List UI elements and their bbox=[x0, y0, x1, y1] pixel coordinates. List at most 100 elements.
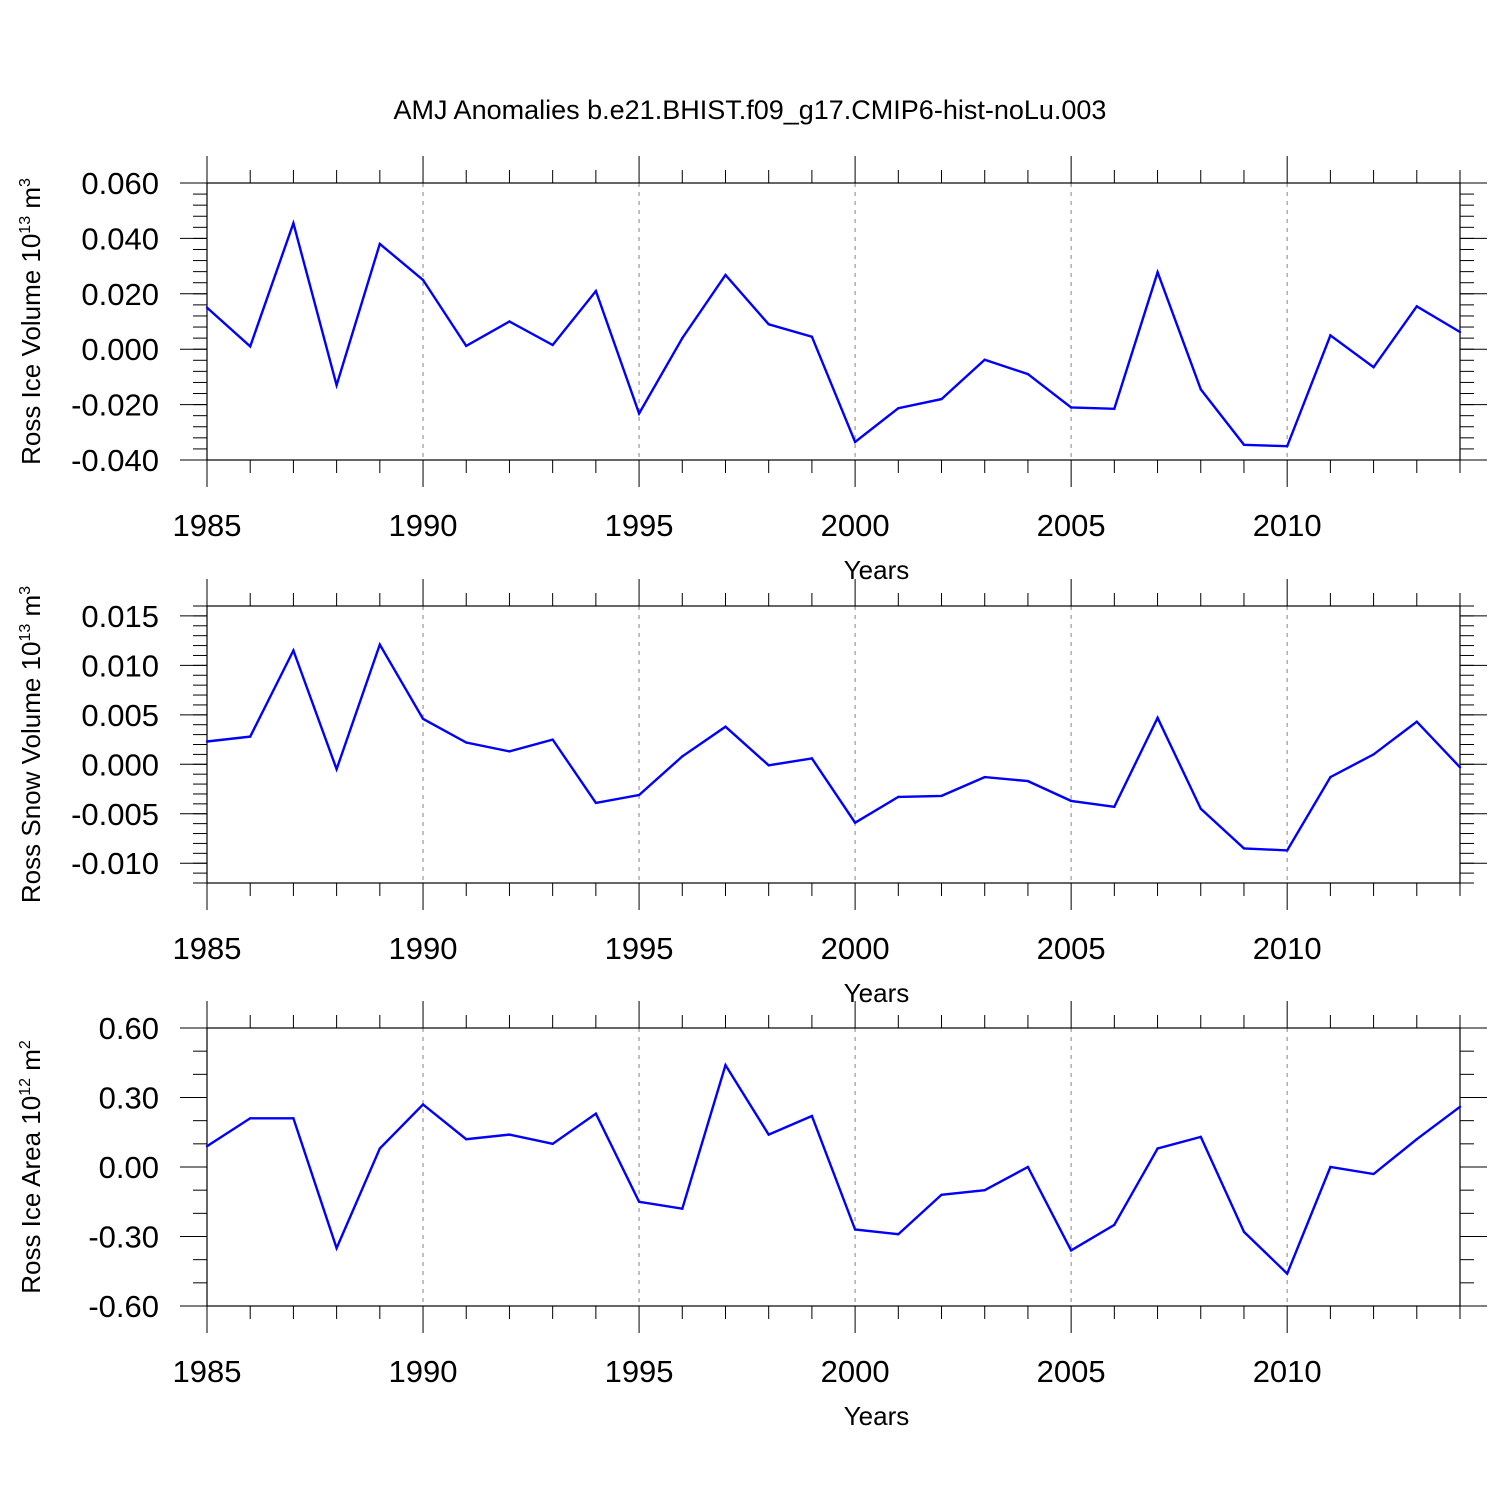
y-tick-label: 0.30 bbox=[99, 1081, 159, 1116]
data-point-1999 bbox=[810, 335, 814, 338]
data-point-1996 bbox=[681, 755, 684, 758]
data-point-2008 bbox=[1199, 388, 1202, 391]
x-tick-label-1985: 1985 bbox=[173, 931, 242, 966]
series-line-1 bbox=[206, 641, 1461, 852]
y-tick-label: 0.000 bbox=[81, 332, 159, 367]
y-tick-label: 0.000 bbox=[81, 747, 159, 782]
x-tick-label-1985: 1985 bbox=[173, 1354, 242, 1389]
data-point-1986 bbox=[249, 1117, 252, 1120]
data-point-2006 bbox=[1113, 805, 1116, 809]
y-tick-label: 0.005 bbox=[81, 698, 159, 733]
y-tick-label: 0.020 bbox=[81, 277, 159, 312]
data-point-1992 bbox=[508, 320, 511, 323]
data-point-1985 bbox=[205, 1144, 209, 1148]
data-point-2002 bbox=[940, 397, 943, 401]
data-point-1989 bbox=[378, 1147, 382, 1150]
y-axis-label-text: Ross Snow Volume 10 bbox=[16, 642, 46, 904]
data-point-1996 bbox=[681, 336, 684, 340]
y-axis-label: Ross Snow Volume 1013 m3 bbox=[16, 586, 46, 903]
data-point-1994 bbox=[594, 1112, 598, 1115]
y-tick-label: 0.040 bbox=[81, 221, 159, 256]
data-point-1995 bbox=[637, 412, 641, 415]
data-point-2012 bbox=[1372, 753, 1375, 756]
data-point-1995 bbox=[637, 1200, 641, 1203]
x-axis-label: Years bbox=[844, 555, 910, 585]
data-point-1990 bbox=[421, 1103, 425, 1106]
y-axis-label-unit-exponent: 3 bbox=[17, 178, 34, 187]
panel-3: -0.60 -0.30 0.00 0.30 0.60 1985 1990 1995 2000 20… bbox=[16, 1001, 1487, 1431]
y-axis-label-text: Ross Ice Volume 10 bbox=[16, 234, 46, 465]
data-point-1990 bbox=[421, 278, 425, 282]
panel-1: -0.040 -0.020 0.000 0.020 0.040 0.060 1985 1990… bbox=[16, 156, 1487, 585]
data-point-1997 bbox=[724, 273, 727, 277]
data-point-1993 bbox=[551, 1142, 554, 1146]
data-point-2009 bbox=[1242, 847, 1246, 850]
y-tick-label: -0.30 bbox=[88, 1220, 159, 1255]
x-tick-label-2005: 2005 bbox=[1037, 1354, 1106, 1389]
data-point-2003 bbox=[983, 358, 986, 361]
data-point-2001 bbox=[897, 795, 900, 799]
data-point-2010 bbox=[1285, 444, 1289, 448]
y-axis-label: Ross Ice Area 1012 m2 bbox=[16, 1040, 46, 1294]
data-point-2006 bbox=[1113, 407, 1116, 410]
y-axis-label-exponent: 13 bbox=[17, 624, 34, 642]
data-point-1998 bbox=[767, 764, 770, 767]
x-tick-label-2000: 2000 bbox=[821, 931, 890, 966]
y-axis-label-unit: m bbox=[16, 187, 46, 216]
data-point-2014 bbox=[1458, 330, 1462, 334]
data-point-1986 bbox=[249, 345, 252, 348]
data-point-2013 bbox=[1415, 305, 1418, 308]
y-axis-label-exponent: 13 bbox=[17, 216, 34, 234]
data-point-1989 bbox=[378, 643, 382, 646]
data-point-2000 bbox=[853, 440, 857, 444]
y-axis-label-text: Ross Ice Area 10 bbox=[16, 1096, 46, 1294]
data-point-2007 bbox=[1156, 1147, 1159, 1150]
data-point-1985 bbox=[205, 740, 209, 743]
y-tick-label: 0.060 bbox=[81, 166, 159, 201]
data-point-1998 bbox=[767, 323, 770, 326]
data-point-2002 bbox=[940, 794, 943, 798]
data-point-2012 bbox=[1372, 1172, 1375, 1176]
data-point-1997 bbox=[724, 1063, 727, 1067]
data-point-1991 bbox=[465, 344, 468, 348]
data-point-1994 bbox=[594, 801, 598, 805]
panels: -0.040 -0.020 0.000 0.020 0.040 0.060 1985 1990… bbox=[16, 156, 1487, 1431]
plot-frame bbox=[206, 605, 1461, 884]
y-tick-label: 0.015 bbox=[81, 599, 159, 634]
data-point-2000 bbox=[853, 821, 857, 824]
data-point-1992 bbox=[508, 750, 511, 753]
x-tick-label-1990: 1990 bbox=[389, 931, 458, 966]
x-tick-label-2010: 2010 bbox=[1253, 508, 1322, 543]
y-axis-label: Ross Ice Volume 1013 m3 bbox=[16, 178, 46, 465]
y-axis-label-unit-exponent: 3 bbox=[17, 586, 34, 595]
x-tick-label-1995: 1995 bbox=[605, 1354, 674, 1389]
data-point-2010 bbox=[1285, 1272, 1289, 1275]
data-point-2000 bbox=[853, 1228, 857, 1231]
data-point-1994 bbox=[594, 289, 598, 293]
data-point-2009 bbox=[1242, 443, 1246, 446]
x-tick-label-1995: 1995 bbox=[605, 931, 674, 966]
data-point-2003 bbox=[983, 775, 986, 779]
data-point-1995 bbox=[637, 793, 641, 797]
x-axis-label: Years bbox=[844, 978, 910, 1008]
x-tick-label-2010: 2010 bbox=[1253, 1354, 1322, 1389]
y-tick-label: -0.020 bbox=[71, 388, 159, 423]
panel-2: -0.010 -0.005 0.000 0.005 0.010 0.015 1985 1990… bbox=[16, 579, 1487, 1008]
y-tick-label: -0.040 bbox=[71, 443, 159, 478]
data-point-2004 bbox=[1026, 779, 1030, 783]
data-point-2003 bbox=[983, 1188, 986, 1192]
data-point-2012 bbox=[1372, 366, 1375, 369]
x-tick-label-2000: 2000 bbox=[821, 508, 890, 543]
data-point-1999 bbox=[810, 757, 814, 760]
y-tick-label: -0.60 bbox=[88, 1289, 159, 1324]
y-axis-label-exponent: 12 bbox=[17, 1078, 34, 1096]
data-point-1992 bbox=[508, 1133, 511, 1136]
data-point-1990 bbox=[421, 717, 425, 720]
data-point-2011 bbox=[1329, 1165, 1332, 1169]
data-point-1999 bbox=[810, 1114, 814, 1118]
y-tick-label: 0.010 bbox=[81, 648, 159, 683]
data-point-1993 bbox=[551, 738, 554, 741]
data-point-1987 bbox=[292, 221, 295, 225]
data-point-2001 bbox=[897, 1232, 900, 1236]
data-point-2006 bbox=[1113, 1223, 1116, 1227]
